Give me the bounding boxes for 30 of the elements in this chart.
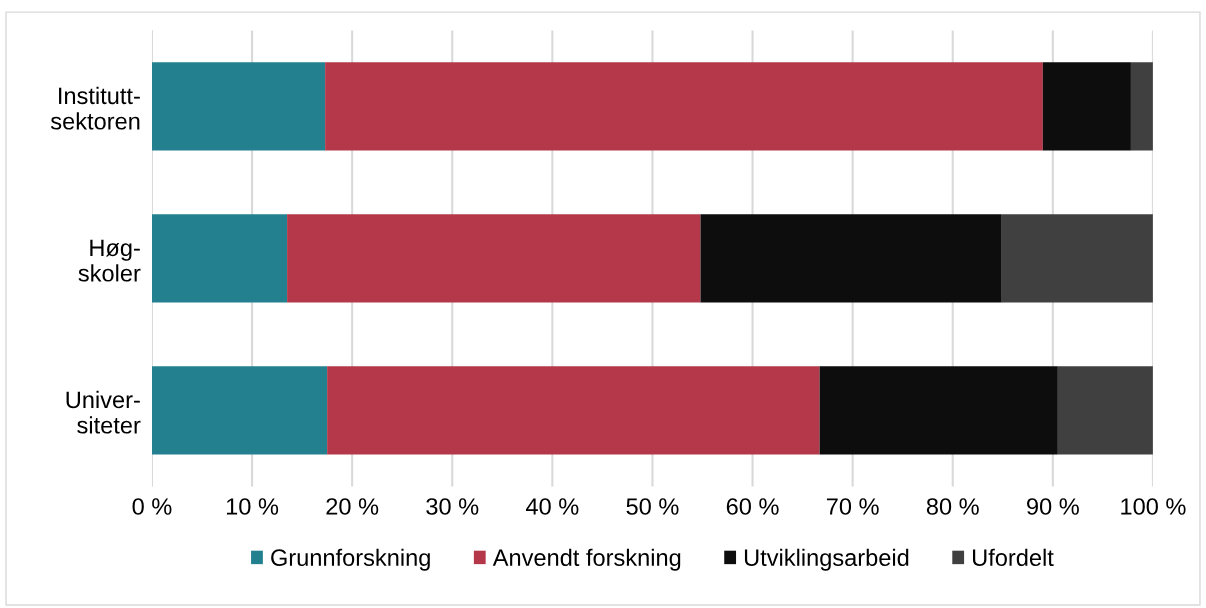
legend-label: Ufordelt [972, 548, 1054, 567]
bar [1042, 62, 1131, 151]
x-tick-label: 80 % [926, 498, 979, 515]
bar [151, 62, 326, 151]
y-tick-label: Univer- siteter [66, 390, 141, 434]
bar [327, 366, 820, 455]
y-tick-label: Høg- skoler [78, 239, 141, 282]
x-tick-label: 20 % [326, 498, 379, 515]
bar [1130, 62, 1153, 151]
legend-label: Grunnforskning [271, 548, 430, 571]
x-tick-label: 70 % [826, 498, 879, 515]
y-tick-label: Institutt- sektoren [50, 86, 140, 130]
bar [151, 214, 288, 303]
legend-label: Anvendt forskning [492, 548, 681, 571]
bar [1057, 366, 1153, 455]
x-tick-label: 30 % [426, 498, 479, 515]
bar [1001, 214, 1153, 303]
bar [819, 366, 1058, 455]
x-tick-label: 50 % [626, 498, 679, 515]
legend-label: Utviklingsarbeid [744, 548, 909, 571]
bar [151, 366, 328, 455]
x-tick-label: 10 % [226, 498, 279, 515]
x-tick-label: 0 % [132, 498, 172, 515]
x-tick-label: 40 % [525, 498, 579, 515]
x-tick-label: 90 % [1027, 498, 1079, 515]
x-tick-label: 100 % [1121, 498, 1186, 515]
bar [700, 214, 1002, 303]
x-tick-label: 60 % [726, 498, 779, 515]
bar [287, 214, 701, 303]
bar [325, 62, 1043, 151]
